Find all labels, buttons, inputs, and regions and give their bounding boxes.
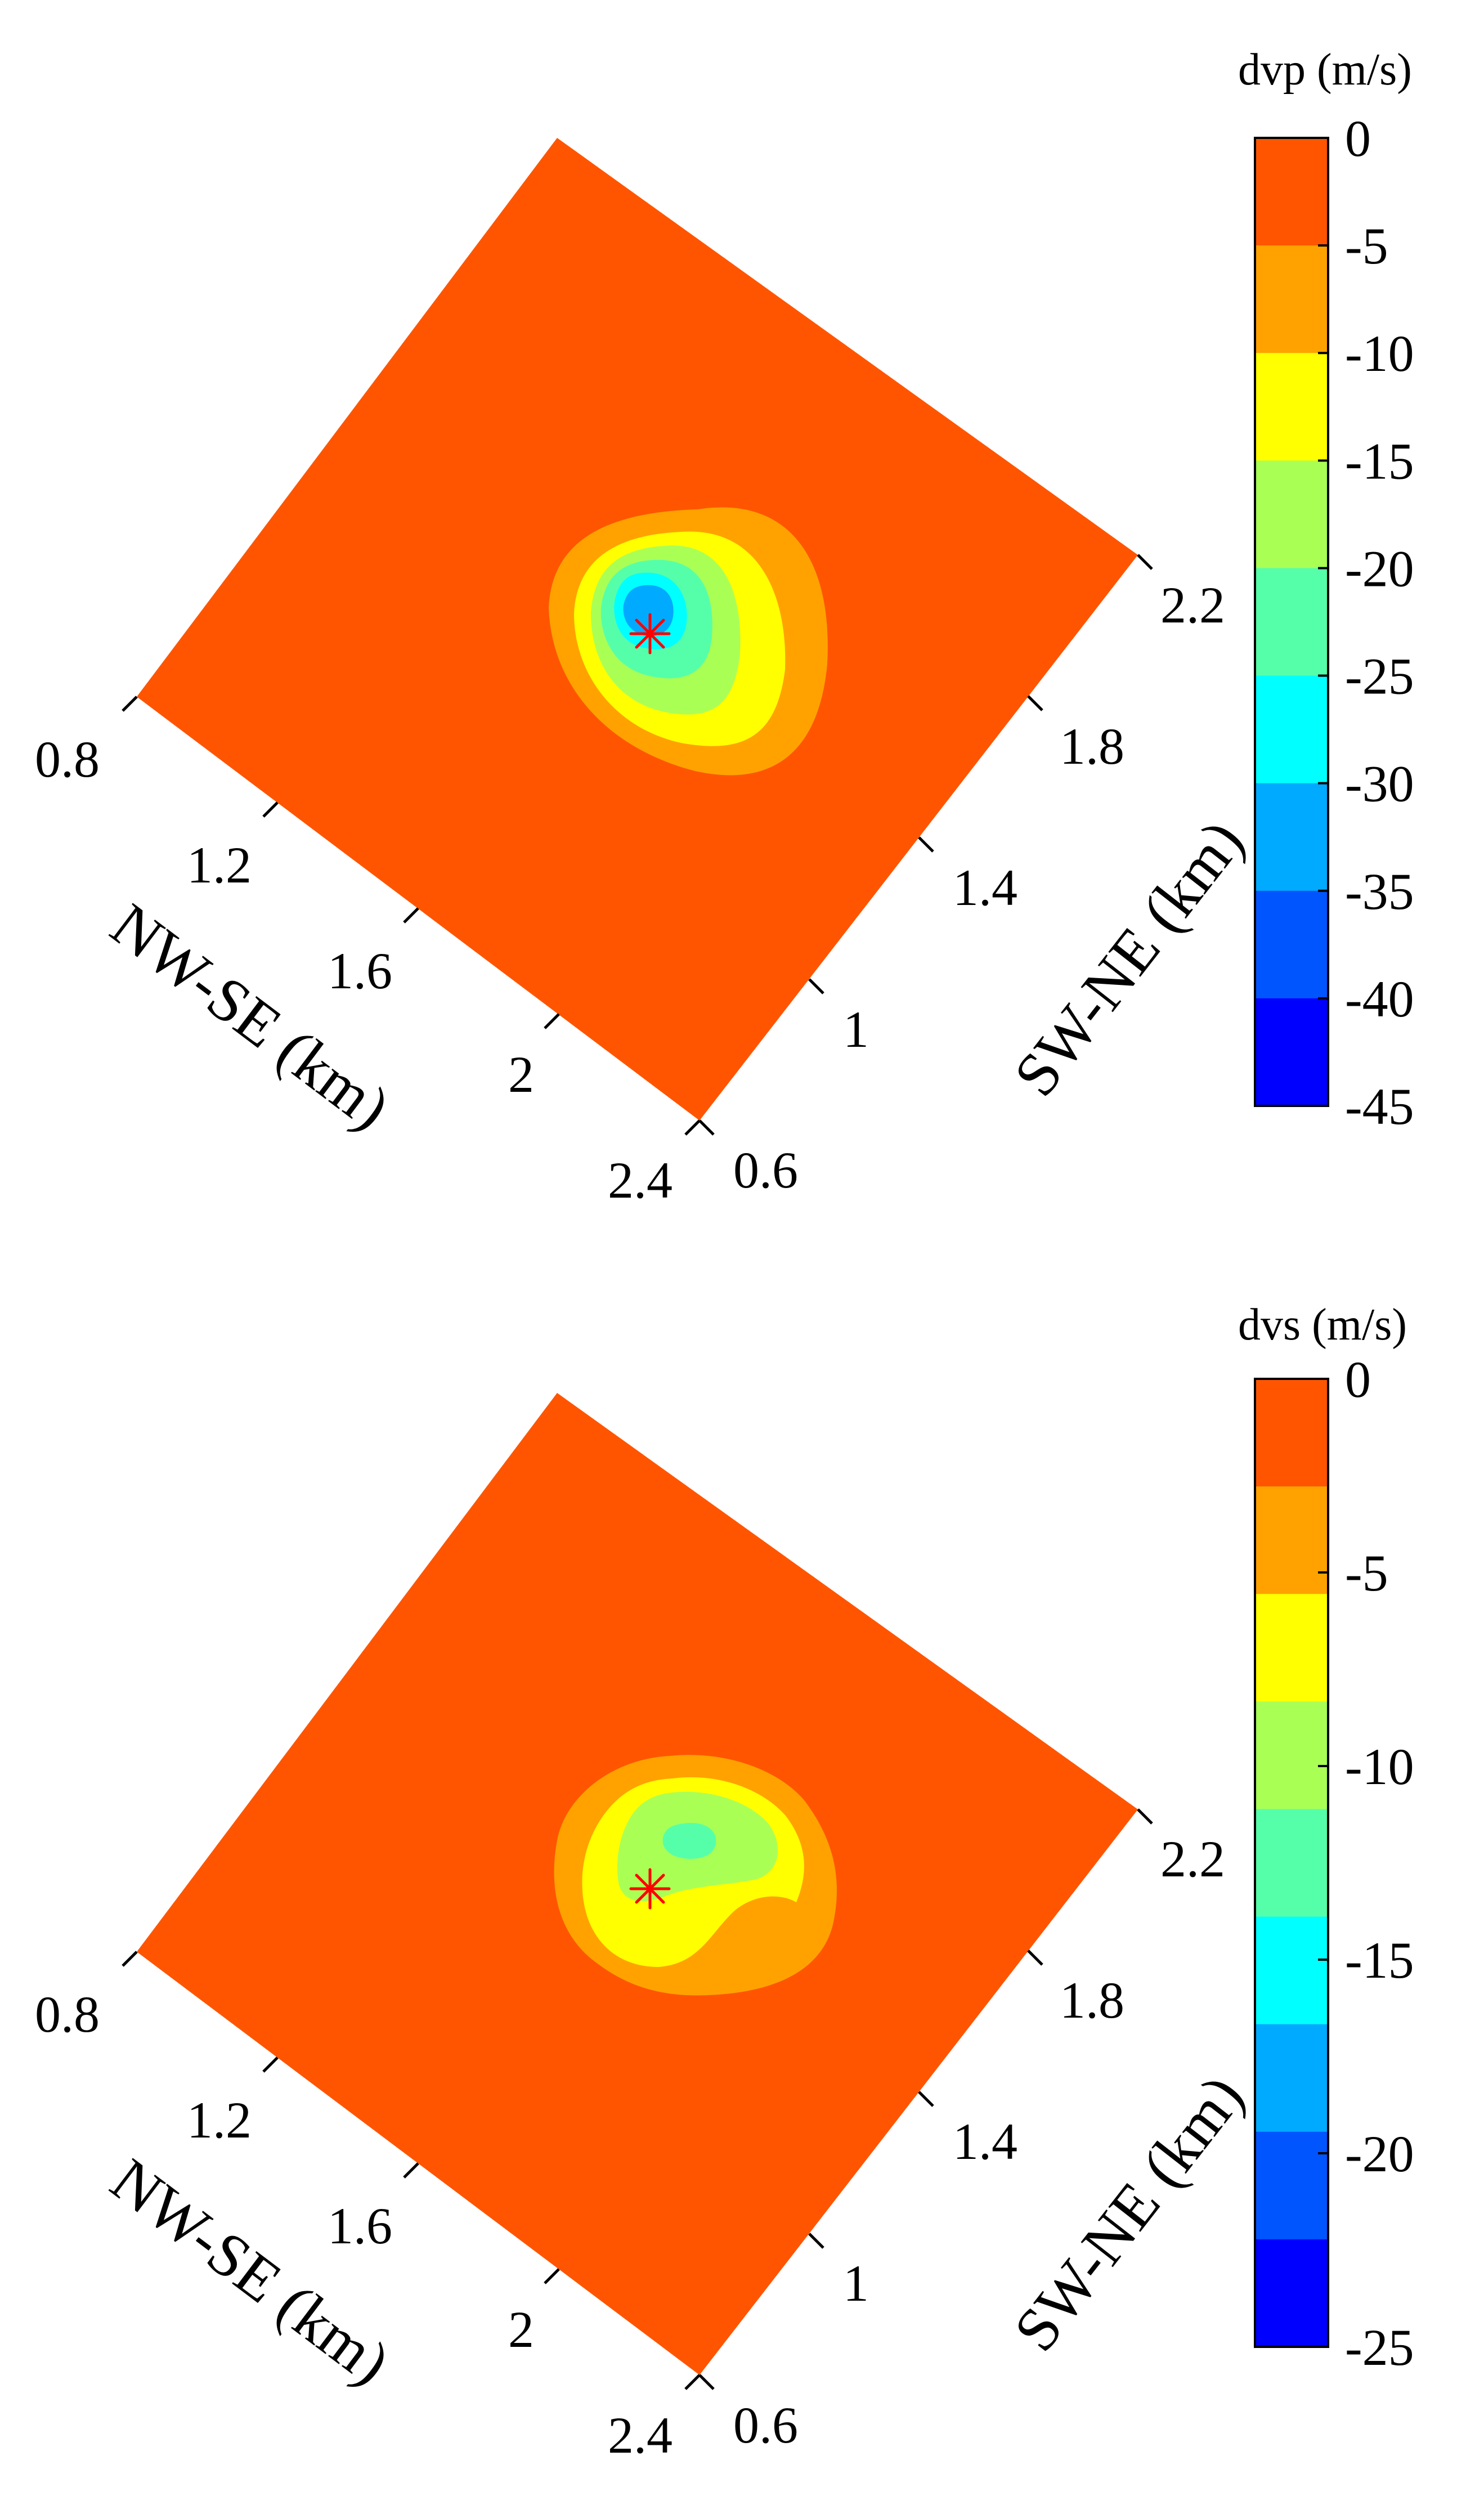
x-tickmark	[684, 2374, 701, 2390]
colorbar-swatch	[1255, 998, 1328, 1106]
y-tick-label: 1.8	[1060, 718, 1124, 775]
y-tickmark	[918, 2091, 934, 2107]
y-tick-label: 2.2	[1160, 576, 1225, 634]
x-tick-label: 2	[508, 2301, 534, 2358]
hypocenter-marker	[629, 613, 671, 655]
x-tickmark	[684, 1119, 701, 1136]
y-tick-label: 1.4	[953, 2113, 1017, 2170]
colorbar-swatch	[1255, 460, 1328, 568]
colorbar-tick-label: -10	[1345, 1738, 1414, 1795]
y-axis-label: SW-NE (km)	[1001, 2063, 1257, 2364]
x-tick-label: 0.8	[35, 1986, 100, 2043]
colorbar-tick-label: 0	[1345, 110, 1371, 167]
colorbar-tick-label: -5	[1345, 217, 1388, 275]
colorbar-swatch	[1255, 1594, 1328, 1702]
colorbar-tick-label: -15	[1345, 432, 1414, 490]
colorbar-swatch	[1255, 1701, 1328, 1809]
colorbar-title: dvp (m/s)	[1238, 45, 1412, 95]
x-tick-label: 2.4	[608, 1151, 672, 1209]
y-tickmark	[808, 2233, 824, 2249]
y-tickmark	[1027, 695, 1043, 711]
x-tickmark	[262, 801, 279, 818]
colorbar-swatch	[1255, 1379, 1328, 1487]
colorbar-tick-label: -15	[1345, 1932, 1414, 1989]
colorbar-swatch	[1255, 1809, 1328, 1917]
colorbar-tick-label: -25	[1345, 2319, 1414, 2376]
contour-band-minus10	[662, 1823, 716, 1859]
x-tickmark	[403, 907, 419, 924]
x-tickmark	[403, 2162, 419, 2179]
colorbar-swatch	[1255, 1486, 1328, 1594]
x-tickmark	[262, 2056, 279, 2073]
colorbar-swatch	[1255, 1916, 1328, 2025]
colorbar-swatch	[1255, 675, 1328, 784]
colorbar-title: dvs (m/s)	[1238, 1300, 1407, 1350]
colorbar-frame	[1254, 1378, 1329, 2348]
x-tick-label: 1.6	[328, 2197, 392, 2255]
y-tick-label: 1.4	[953, 859, 1017, 916]
colorbar-swatch	[1255, 568, 1328, 676]
colorbar-tick-label: -45	[1345, 1078, 1414, 1135]
x-axis-label: NW-SE (km)	[99, 2145, 402, 2398]
colorbar-tick-label: -40	[1345, 970, 1414, 1028]
colorbar-tick-label: -10	[1345, 325, 1414, 382]
y-tickmark	[808, 978, 824, 994]
x-tickmark	[122, 696, 138, 712]
x-tick-label: 0.8	[35, 731, 100, 788]
y-tick-label: 1	[843, 2255, 869, 2312]
colorbar-tick-label: 0	[1345, 1351, 1371, 1408]
colorbar-tick-label: -5	[1345, 1544, 1388, 1602]
colorbar-dvp: 0 -5 -10 -15 -20 -25 -30 -35 -40 -45	[1254, 110, 1414, 1135]
colorbar-swatch	[1255, 890, 1328, 999]
x-tickmark	[122, 1951, 138, 1967]
colorbar-swatch	[1255, 2239, 1328, 2347]
y-tick-label: 1.8	[1060, 1971, 1124, 2029]
colorbar-swatch	[1255, 353, 1328, 461]
y-tickmark	[1137, 1808, 1153, 1825]
y-tickmark	[1137, 554, 1153, 570]
colorbar-tick-label: -20	[1345, 540, 1414, 597]
y-tickmark	[698, 2374, 715, 2390]
panel-dvs: 0.8 1.2 1.6 2 2.4 NW-SE (km) 0.6 1 1.4 1…	[35, 1300, 1414, 2464]
colorbar-tick-label: -20	[1345, 2125, 1414, 2183]
hypocenter-marker	[629, 1868, 671, 1910]
y-tick-label: 0.6	[733, 1141, 798, 1199]
x-tick-label: 2	[508, 1046, 534, 1103]
colorbar-swatch	[1255, 138, 1328, 246]
x-axis-label: NW-SE (km)	[99, 890, 402, 1143]
x-tickmark	[544, 1013, 560, 1029]
x-tick-label: 1.2	[187, 2091, 252, 2149]
colorbar-swatch	[1255, 2024, 1328, 2132]
colorbar-frame	[1254, 137, 1329, 1107]
y-tickmark	[918, 836, 934, 853]
colorbar-swatch	[1255, 2131, 1328, 2240]
y-tick-label: 0.6	[733, 2396, 798, 2454]
x-tickmark	[544, 2268, 560, 2284]
y-axis-label: SW-NE (km)	[1001, 808, 1257, 1109]
y-tickmark	[1027, 1950, 1043, 1966]
x-tick-label: 1.6	[328, 942, 392, 1000]
y-tickmark	[698, 1119, 715, 1136]
panel-dvp: 0.8 1.2 1.6 2 2.4 NW-SE (km) 0.6 1 1.4 1…	[35, 45, 1414, 1209]
y-tick-label: 1	[843, 1001, 869, 1058]
x-tick-label: 1.2	[187, 836, 252, 894]
colorbar-tick-label: -25	[1345, 648, 1414, 705]
colorbar-dvs: 0 -5 -10 -15 -20 -25	[1254, 1351, 1414, 2376]
colorbar-swatch	[1255, 245, 1328, 353]
y-tick-label: 2.2	[1160, 1830, 1225, 1888]
colorbar-swatch	[1255, 783, 1328, 891]
colorbar-tick-label: -30	[1345, 755, 1414, 813]
x-tick-label: 2.4	[608, 2407, 672, 2464]
colorbar-tick-label: -35	[1345, 863, 1414, 920]
